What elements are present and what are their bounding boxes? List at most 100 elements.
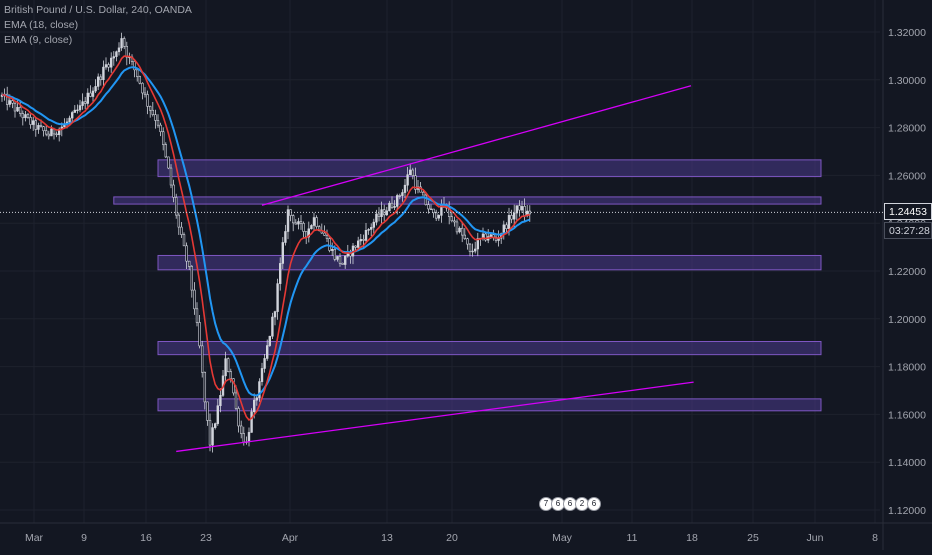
trendline[interactable] bbox=[261, 85, 692, 206]
candle-body[interactable] bbox=[512, 212, 516, 220]
candle-body[interactable] bbox=[167, 156, 170, 169]
candle-body[interactable] bbox=[377, 213, 381, 217]
candle-body[interactable] bbox=[473, 248, 477, 252]
candle-body[interactable] bbox=[341, 262, 344, 265]
sr-zone[interactable] bbox=[157, 341, 822, 356]
candle-body[interactable] bbox=[185, 245, 188, 262]
candle-body[interactable] bbox=[388, 202, 391, 212]
candle-body[interactable] bbox=[505, 224, 508, 229]
candle-body[interactable] bbox=[253, 399, 256, 413]
candle-body[interactable] bbox=[258, 381, 261, 399]
candle-body[interactable] bbox=[37, 125, 40, 130]
candle-body[interactable] bbox=[263, 358, 266, 369]
candle-body[interactable] bbox=[141, 82, 144, 94]
candle-body[interactable] bbox=[44, 130, 48, 135]
candle-body[interactable] bbox=[16, 107, 19, 112]
candle-body[interactable] bbox=[424, 194, 427, 205]
candle-body[interactable] bbox=[110, 57, 113, 68]
candle-body[interactable] bbox=[169, 167, 173, 186]
candle-body[interactable] bbox=[450, 216, 453, 222]
candle-body[interactable] bbox=[294, 222, 297, 225]
candle-body[interactable] bbox=[133, 61, 136, 71]
candle-body[interactable] bbox=[149, 106, 152, 111]
candle-body[interactable] bbox=[224, 358, 227, 377]
candle-body[interactable] bbox=[515, 205, 519, 214]
event-marker[interactable]: 6 bbox=[587, 497, 601, 511]
candle-body[interactable] bbox=[21, 113, 24, 119]
candle-body[interactable] bbox=[78, 105, 82, 111]
candle-body[interactable] bbox=[268, 335, 271, 346]
candle-body[interactable] bbox=[380, 209, 383, 217]
candle-body[interactable] bbox=[175, 197, 178, 216]
candle-body[interactable] bbox=[115, 51, 118, 57]
candle-body[interactable] bbox=[154, 114, 157, 121]
candle-body[interactable] bbox=[177, 214, 180, 228]
candle-body[interactable] bbox=[523, 206, 526, 216]
candle-body[interactable] bbox=[427, 204, 430, 210]
candle-body[interactable] bbox=[198, 322, 201, 347]
candle-body[interactable] bbox=[476, 238, 479, 250]
candle-body[interactable] bbox=[229, 371, 232, 379]
candle-body[interactable] bbox=[42, 126, 45, 132]
candle-body[interactable] bbox=[362, 239, 365, 241]
candle-body[interactable] bbox=[123, 38, 126, 47]
candle-body[interactable] bbox=[307, 228, 310, 238]
sr-zone[interactable] bbox=[113, 196, 822, 205]
candle-body[interactable] bbox=[55, 133, 58, 136]
candle-body[interactable] bbox=[507, 215, 511, 229]
candle-body[interactable] bbox=[206, 401, 209, 421]
candle-body[interactable] bbox=[6, 93, 9, 105]
candle-body[interactable] bbox=[276, 283, 279, 312]
candle-body[interactable] bbox=[29, 117, 32, 125]
sr-zone[interactable] bbox=[157, 159, 822, 178]
candle-body[interactable] bbox=[421, 191, 425, 196]
candle-body[interactable] bbox=[437, 215, 440, 219]
candle-body[interactable] bbox=[219, 395, 222, 407]
candle-body[interactable] bbox=[484, 233, 487, 241]
candle-body[interactable] bbox=[26, 114, 30, 118]
candle-body[interactable] bbox=[8, 100, 11, 105]
candle-body[interactable] bbox=[86, 92, 90, 104]
candle-body[interactable] bbox=[201, 345, 204, 373]
candle-body[interactable] bbox=[240, 425, 243, 434]
candle-body[interactable] bbox=[234, 392, 238, 409]
candle-body[interactable] bbox=[401, 192, 404, 196]
candle-body[interactable] bbox=[68, 117, 71, 123]
candle-body[interactable] bbox=[432, 208, 435, 214]
candle-body[interactable] bbox=[91, 90, 95, 97]
candle-body[interactable] bbox=[24, 114, 27, 119]
candle-body[interactable] bbox=[151, 109, 154, 115]
candle-body[interactable] bbox=[190, 266, 193, 291]
candle-body[interactable] bbox=[73, 109, 77, 113]
candle-body[interactable] bbox=[146, 94, 149, 107]
candle-body[interactable] bbox=[164, 144, 167, 158]
candle-body[interactable] bbox=[330, 249, 334, 251]
candle-body[interactable] bbox=[11, 100, 14, 104]
candle-body[interactable] bbox=[99, 76, 103, 81]
candle-body[interactable] bbox=[31, 120, 35, 125]
candle-body[interactable] bbox=[203, 371, 206, 403]
candle-body[interactable] bbox=[13, 102, 17, 112]
candle-body[interactable] bbox=[273, 311, 277, 318]
candle-body[interactable] bbox=[343, 255, 347, 265]
candle-body[interactable] bbox=[242, 433, 245, 443]
candle-body[interactable] bbox=[94, 86, 97, 92]
candle-body[interactable] bbox=[47, 133, 51, 137]
legend-ema9[interactable]: EMA (9, close) bbox=[4, 34, 73, 46]
candle-body[interactable] bbox=[429, 208, 433, 211]
candle-body[interactable] bbox=[453, 220, 456, 223]
candle-body[interactable] bbox=[406, 174, 409, 186]
candle-body[interactable] bbox=[375, 213, 378, 223]
candle-body[interactable] bbox=[411, 169, 414, 176]
candle-body[interactable] bbox=[333, 249, 336, 260]
candle-body[interactable] bbox=[369, 227, 373, 230]
candle-body[interactable] bbox=[125, 46, 129, 58]
candle-body[interactable] bbox=[299, 221, 303, 224]
candle-body[interactable] bbox=[89, 92, 92, 97]
candle-body[interactable] bbox=[284, 231, 287, 243]
candle-body[interactable] bbox=[297, 221, 300, 225]
candle-body[interactable] bbox=[304, 231, 308, 238]
candle-body[interactable] bbox=[471, 250, 474, 253]
candle-body[interactable] bbox=[460, 227, 464, 236]
